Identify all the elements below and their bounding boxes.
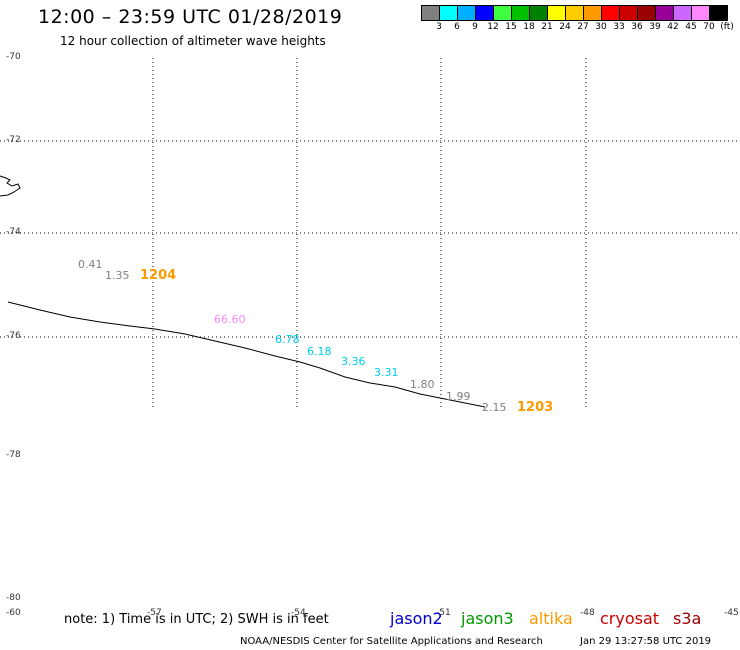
swh-value: 2.15 — [482, 401, 507, 414]
units-note: note: 1) Time is in UTC; 2) SWH is in fe… — [64, 612, 329, 627]
color-scale-label: 24 — [559, 22, 571, 32]
lon-label: -48 — [580, 608, 595, 618]
lat-label: -76 — [6, 331, 21, 341]
lon-label: -60 — [6, 608, 21, 618]
swh-value: 6.78 — [275, 333, 300, 346]
lon-label: -45 — [724, 608, 739, 618]
swh-value: 0.41 — [78, 258, 103, 271]
color-scale-label: (ft) — [720, 22, 734, 32]
color-scale-label: 27 — [577, 22, 589, 32]
color-scale-label: 21 — [541, 22, 553, 32]
coastline — [0, 175, 21, 197]
color-scale-label: 45 — [685, 22, 697, 32]
color-swatch — [709, 5, 728, 21]
color-scale-label: 18 — [523, 22, 535, 32]
color-scale-label: 33 — [613, 22, 625, 32]
legend-altika: altika — [529, 609, 573, 628]
lat-label: -74 — [6, 227, 21, 237]
color-scale-label: 42 — [667, 22, 679, 32]
lon-label: -51 — [436, 608, 451, 618]
color-scale-label: 3 — [436, 22, 442, 32]
footer-credit: NOAA/NESDIS Center for Satellite Applica… — [240, 636, 543, 647]
satellite-track — [7, 301, 486, 408]
lon-label: -54 — [291, 608, 306, 618]
lat-label: -78 — [6, 450, 21, 460]
color-scale-label: 36 — [631, 22, 643, 32]
color-scale-label: 6 — [454, 22, 460, 32]
swh-value: 1.35 — [105, 269, 130, 282]
legend-jason3: jason3 — [461, 609, 514, 628]
lat-label: -80 — [6, 593, 21, 603]
map-subtitle: 12 hour collection of altimeter wave hei… — [60, 34, 326, 48]
legend-cryosat: cryosat — [600, 609, 660, 628]
color-scale-label: 9 — [472, 22, 478, 32]
color-scale-label: 39 — [649, 22, 661, 32]
swh-value: 6.18 — [307, 345, 332, 358]
swh-value: 1.99 — [446, 390, 471, 403]
lat-label: -70 — [6, 52, 21, 62]
swh-value: 1.80 — [410, 378, 435, 391]
pass-time-label: 1203 — [517, 400, 554, 415]
pass-time-label: 1204 — [140, 268, 177, 283]
color-scale-label: 12 — [487, 22, 499, 32]
color-scale-label: 70 — [703, 22, 715, 32]
legend-s3a: s3a — [673, 609, 702, 628]
map-title: 12:00 – 23:59 UTC 01/28/2019 — [38, 6, 343, 28]
lat-label: -72 — [6, 135, 21, 145]
swh-value: 66.60 — [214, 313, 246, 326]
color-scale-label: 15 — [505, 22, 517, 32]
swh-value: 3.31 — [374, 366, 399, 379]
color-scale-label: 30 — [595, 22, 607, 32]
lon-label: -57 — [147, 608, 162, 618]
color-scale-bar — [421, 5, 728, 21]
swh-value: 3.36 — [341, 355, 366, 368]
legend-jason2: jason2 — [390, 609, 443, 628]
footer-timestamp: Jan 29 13:27:58 UTC 2019 — [580, 636, 712, 647]
graticule — [0, 58, 740, 408]
